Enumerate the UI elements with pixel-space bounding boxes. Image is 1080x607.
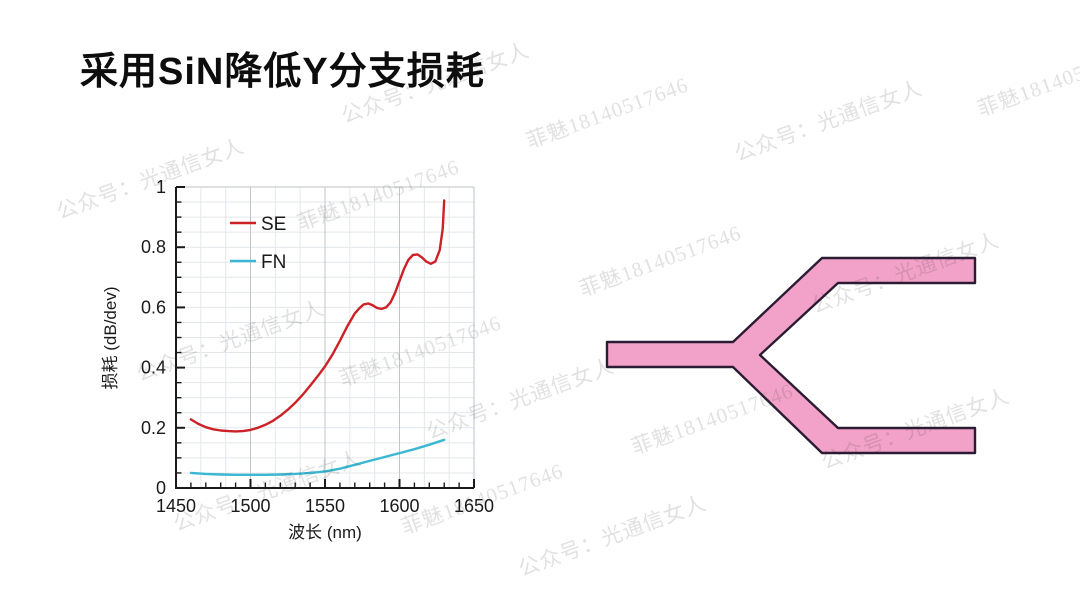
loss-vs-wavelength-chart: SE FN 1450 1500 1550 1600 1650 0 0.2 0.4 0.6 0.8 1 波长… [101,177,494,542]
svg-text:0: 0 [156,478,166,498]
svg-text:1600: 1600 [379,496,419,516]
svg-text:FN: FN [261,252,286,273]
svg-text:1650: 1650 [454,496,494,516]
page-title: 采用SiN降低Y分支损耗 [80,51,485,93]
watermark-text: 菲魅18140517646 [974,40,1080,122]
y-branch-diagram [605,256,977,455]
svg-text:1500: 1500 [230,496,270,516]
watermark-text: 公众号：光通信女人 [515,490,710,582]
svg-text:1: 1 [156,177,166,197]
watermark-text: 公众号：光通信女人 [731,75,926,167]
svg-text:波长 (nm): 波长 (nm) [288,523,362,542]
svg-text:损耗 (dB/dev): 损耗 (dB/dev) [101,287,120,390]
svg-text:0.6: 0.6 [141,297,166,317]
watermark-text: 菲魅18140517646 [523,72,692,154]
svg-text:1550: 1550 [305,496,345,516]
svg-text:0.2: 0.2 [141,418,166,438]
svg-text:0.8: 0.8 [141,237,166,257]
y-branch-shape [605,256,977,455]
svg-text:SE: SE [261,214,286,235]
svg-text:0.4: 0.4 [141,358,166,378]
svg-text:1450: 1450 [156,496,196,516]
